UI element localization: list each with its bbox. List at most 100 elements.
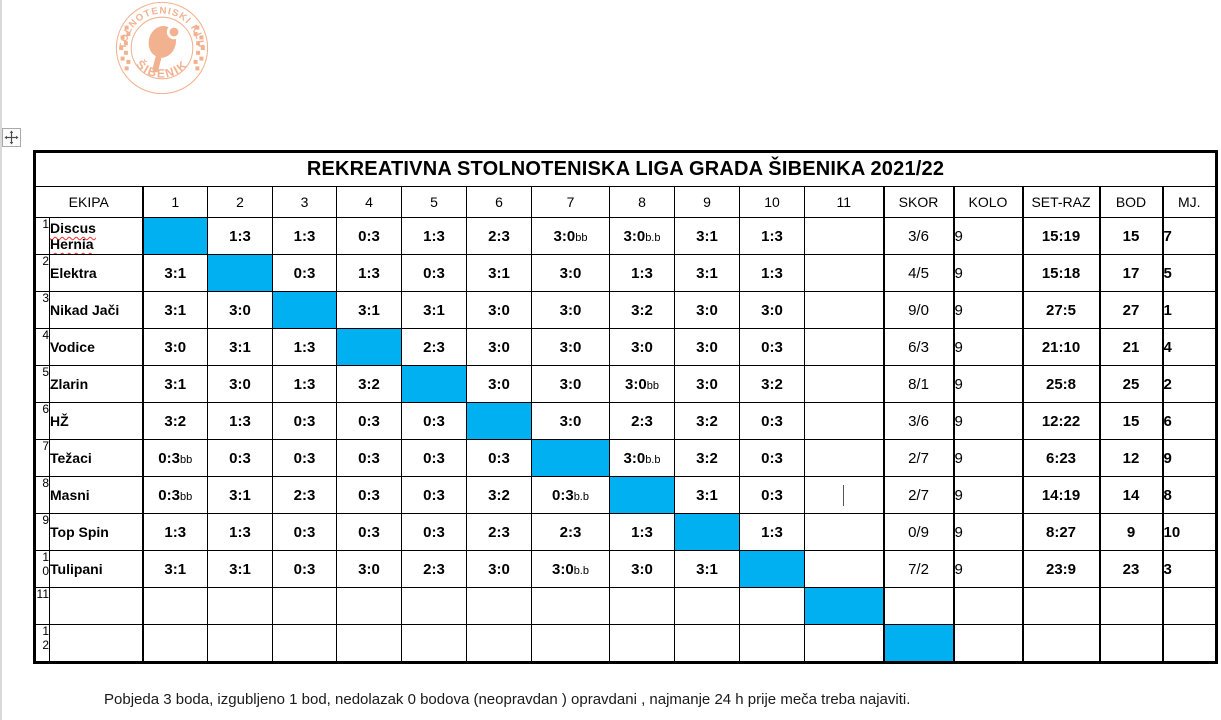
- bod-cell[interactable]: 21: [1098, 328, 1163, 366]
- skor-cell[interactable]: 3/6: [882, 402, 954, 440]
- result-cell[interactable]: 1:3: [272, 365, 337, 403]
- setraz-cell[interactable]: 6:23: [1021, 439, 1100, 477]
- result-cell[interactable]: [804, 217, 884, 255]
- mj-cell[interactable]: [1161, 587, 1217, 625]
- header-round-3[interactable]: 3: [272, 186, 337, 218]
- skor-cell[interactable]: 3/6: [882, 217, 954, 255]
- row-number[interactable]: 2: [34, 254, 50, 292]
- result-cell[interactable]: 1:3: [401, 217, 467, 255]
- result-cell[interactable]: 3:0: [466, 291, 532, 329]
- result-cell[interactable]: 0:3: [336, 476, 402, 514]
- result-cell[interactable]: [804, 402, 884, 440]
- result-cell[interactable]: [141, 624, 208, 663]
- mj-cell[interactable]: 7: [1161, 217, 1217, 255]
- result-cell[interactable]: 3:1: [207, 328, 273, 366]
- row-number[interactable]: 5: [34, 365, 50, 403]
- skor-cell[interactable]: 6/3: [882, 328, 954, 366]
- result-cell[interactable]: 3:1: [141, 550, 208, 588]
- bod-cell[interactable]: 15: [1098, 402, 1163, 440]
- result-cell[interactable]: 3:0: [207, 365, 273, 403]
- result-cell[interactable]: 0:3: [401, 439, 467, 477]
- result-cell[interactable]: 3:0: [531, 365, 610, 403]
- result-cell[interactable]: 0:3b.b: [531, 476, 610, 514]
- team-name[interactable]: Masni: [49, 476, 143, 514]
- result-cell[interactable]: 3:1: [674, 476, 740, 514]
- kolo-cell[interactable]: 9: [952, 550, 1023, 588]
- bod-cell[interactable]: 17: [1098, 254, 1163, 292]
- row-number[interactable]: 10: [34, 550, 50, 588]
- diagonal-cell[interactable]: [674, 513, 740, 551]
- team-name[interactable]: [49, 624, 143, 663]
- diagonal-cell[interactable]: [141, 217, 208, 255]
- mj-cell[interactable]: 1: [1161, 291, 1217, 329]
- result-cell[interactable]: 3:1: [401, 291, 467, 329]
- result-cell[interactable]: [336, 587, 402, 625]
- result-cell[interactable]: [531, 587, 610, 625]
- result-cell[interactable]: 3:0b.b: [609, 439, 675, 477]
- result-cell[interactable]: 3:0: [674, 291, 740, 329]
- result-cell[interactable]: 0:3: [336, 513, 402, 551]
- result-cell[interactable]: [609, 587, 675, 625]
- team-name[interactable]: Težaci: [49, 439, 143, 477]
- kolo-cell[interactable]: [952, 587, 1023, 625]
- result-cell[interactable]: 3:0: [739, 291, 805, 329]
- bod-cell[interactable]: 9: [1098, 513, 1163, 551]
- bod-cell[interactable]: 12: [1098, 439, 1163, 477]
- result-cell[interactable]: 3:0bb: [531, 217, 610, 255]
- result-cell[interactable]: 3:0: [609, 328, 675, 366]
- row-number[interactable]: 7: [34, 439, 50, 477]
- result-cell[interactable]: 3:0: [336, 550, 402, 588]
- result-cell[interactable]: [804, 476, 884, 514]
- result-cell[interactable]: [804, 365, 884, 403]
- result-cell[interactable]: 2:3: [609, 402, 675, 440]
- result-cell[interactable]: [466, 624, 532, 663]
- team-name[interactable]: Nikad Jači: [49, 291, 143, 329]
- result-cell[interactable]: 3:1: [141, 254, 208, 292]
- header-round-10[interactable]: 10: [739, 186, 805, 218]
- result-cell[interactable]: 1:3: [609, 254, 675, 292]
- diagonal-cell[interactable]: [272, 291, 337, 329]
- result-cell[interactable]: [207, 587, 273, 625]
- result-cell[interactable]: 2:3: [272, 476, 337, 514]
- result-cell[interactable]: 3:1: [207, 550, 273, 588]
- result-cell[interactable]: [336, 624, 402, 663]
- mj-cell[interactable]: 4: [1161, 328, 1217, 366]
- table-title[interactable]: REKREATIVNA STOLNOTENISKA LIGA GRADA ŠIB…: [34, 151, 1217, 187]
- mj-cell[interactable]: 10: [1161, 513, 1217, 551]
- setraz-cell[interactable]: 25:8: [1021, 365, 1100, 403]
- result-cell[interactable]: [674, 624, 740, 663]
- team-name[interactable]: Discus Hernia: [49, 217, 143, 255]
- mj-cell[interactable]: 3: [1161, 550, 1217, 588]
- result-cell[interactable]: 0:3: [401, 402, 467, 440]
- result-cell[interactable]: 0:3: [401, 254, 467, 292]
- mj-cell[interactable]: 5: [1161, 254, 1217, 292]
- header-skor[interactable]: SKOR: [882, 186, 954, 218]
- setraz-cell[interactable]: 15:18: [1021, 254, 1100, 292]
- team-name[interactable]: Top Spin: [49, 513, 143, 551]
- team-name[interactable]: Vodice: [49, 328, 143, 366]
- kolo-cell[interactable]: 9: [952, 328, 1023, 366]
- header-round-8[interactable]: 8: [609, 186, 675, 218]
- header-setraz[interactable]: SET-RAZ: [1021, 186, 1100, 218]
- result-cell[interactable]: 3:1: [336, 291, 402, 329]
- result-cell[interactable]: 1:3: [739, 513, 805, 551]
- result-cell[interactable]: 0:3: [272, 254, 337, 292]
- result-cell[interactable]: 0:3bb: [141, 439, 208, 477]
- result-cell[interactable]: 3:1: [674, 550, 740, 588]
- result-cell[interactable]: 2:3: [466, 513, 532, 551]
- team-name[interactable]: Zlarin: [49, 365, 143, 403]
- team-name[interactable]: [49, 587, 143, 625]
- result-cell[interactable]: [272, 587, 337, 625]
- result-cell[interactable]: 1:3: [272, 328, 337, 366]
- kolo-cell[interactable]: 9: [952, 476, 1023, 514]
- result-cell[interactable]: 1:3: [141, 513, 208, 551]
- result-cell[interactable]: 0:3: [272, 439, 337, 477]
- result-cell[interactable]: 3:2: [466, 476, 532, 514]
- result-cell[interactable]: 1:3: [739, 254, 805, 292]
- result-cell[interactable]: 3:0: [609, 550, 675, 588]
- kolo-cell[interactable]: 9: [952, 402, 1023, 440]
- result-cell[interactable]: 3:1: [466, 254, 532, 292]
- result-cell[interactable]: 1:3: [272, 217, 337, 255]
- mj-cell[interactable]: 9: [1161, 439, 1217, 477]
- result-cell[interactable]: [531, 624, 610, 663]
